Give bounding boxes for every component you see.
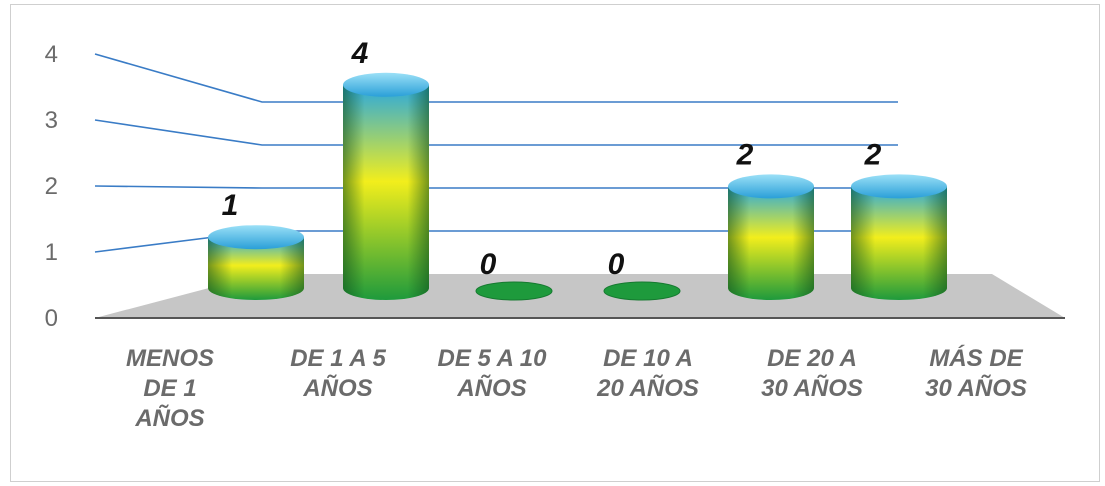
x-tick-label: DE 20 A 30 AÑOS: [761, 345, 863, 402]
bar-shading: [728, 186, 814, 300]
data-label: 2: [736, 138, 754, 171]
gridline: [94, 119, 898, 146]
bar-top-cap: [728, 174, 814, 199]
bar-shading: [851, 186, 947, 300]
data-label: 0: [480, 248, 497, 281]
bar-zero-disc: [475, 281, 553, 301]
bar-shading: [343, 84, 429, 300]
bar-zero-disc: [603, 281, 681, 301]
data-label: 1: [222, 189, 239, 222]
x-tick-label: MÁS DE 30 AÑOS: [925, 345, 1027, 402]
bar-top-cap: [851, 174, 947, 199]
y-tick-label: 2: [45, 173, 58, 200]
x-tick-label: DE 10 A 20 AÑOS: [597, 345, 699, 402]
y-tick-label: 3: [45, 107, 58, 134]
gridline: [94, 53, 898, 103]
y-tick-label: 0: [45, 305, 58, 332]
bar-top-cap: [343, 72, 429, 97]
bar-shading: [208, 237, 304, 300]
bar-top-cap: [208, 225, 304, 250]
data-label: 4: [351, 37, 369, 70]
x-tick-label: MENOS DE 1 AÑOS: [125, 345, 214, 432]
chart-floor: [95, 274, 1065, 318]
y-tick-label: 4: [45, 41, 58, 68]
data-label: 0: [608, 248, 625, 281]
data-label: 2: [864, 138, 882, 171]
x-tick-label: DE 5 A 10 AÑOS: [437, 345, 547, 402]
x-tick-label: DE 1 A 5 AÑOS: [290, 345, 386, 402]
gridline: [94, 185, 898, 189]
y-tick-label: 1: [45, 239, 58, 266]
